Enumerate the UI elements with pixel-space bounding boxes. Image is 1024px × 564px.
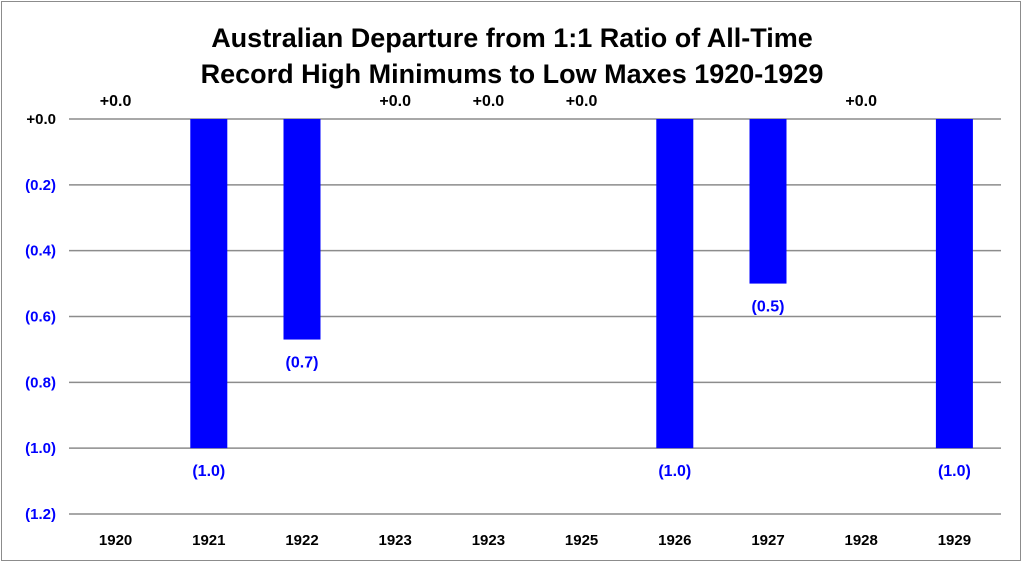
bar bbox=[656, 119, 694, 449]
x-tick-label: 1925 bbox=[565, 532, 598, 549]
x-tick-label: 1922 bbox=[285, 532, 318, 549]
data-label: +0.0 bbox=[566, 93, 598, 110]
x-tick-label: 1928 bbox=[845, 532, 878, 549]
data-label: +0.0 bbox=[845, 93, 877, 110]
y-tick-label: (0.2) bbox=[25, 177, 56, 194]
data-label: (1.0) bbox=[938, 463, 971, 480]
bar bbox=[283, 119, 321, 340]
data-label: (1.0) bbox=[658, 463, 691, 480]
y-tick-label: (1.0) bbox=[25, 440, 56, 457]
chart-title-line-1: Australian Departure from 1:1 Ratio of A… bbox=[211, 23, 813, 53]
x-tick-label: 1923 bbox=[379, 532, 412, 549]
bar bbox=[749, 119, 787, 284]
data-label: (1.0) bbox=[192, 463, 225, 480]
y-tick-label: (0.4) bbox=[25, 243, 56, 260]
x-tick-label: 1926 bbox=[658, 532, 691, 549]
data-label: +0.0 bbox=[379, 93, 411, 110]
x-tick-label: 1920 bbox=[99, 532, 132, 549]
data-label: (0.5) bbox=[752, 299, 785, 316]
y-tick-label: +0.0 bbox=[26, 111, 56, 128]
bar bbox=[935, 119, 973, 449]
data-label: +0.0 bbox=[473, 93, 505, 110]
data-label: +0.0 bbox=[100, 93, 132, 110]
chart-title: Australian Departure from 1:1 Ratio of A… bbox=[2, 20, 1022, 92]
data-label: (0.7) bbox=[286, 355, 319, 372]
x-tick-label: 1921 bbox=[192, 532, 225, 549]
bar bbox=[190, 119, 228, 449]
y-tick-label: (1.2) bbox=[25, 506, 56, 523]
y-tick-label: (0.8) bbox=[25, 374, 56, 391]
x-tick-label: 1929 bbox=[938, 532, 971, 549]
y-tick-label: (0.6) bbox=[25, 309, 56, 326]
chart-title-line-2: Record High Minimums to Low Maxes 1920-1… bbox=[200, 59, 824, 89]
x-tick-label: 1927 bbox=[751, 532, 784, 549]
x-tick-label: 1923 bbox=[472, 532, 505, 549]
